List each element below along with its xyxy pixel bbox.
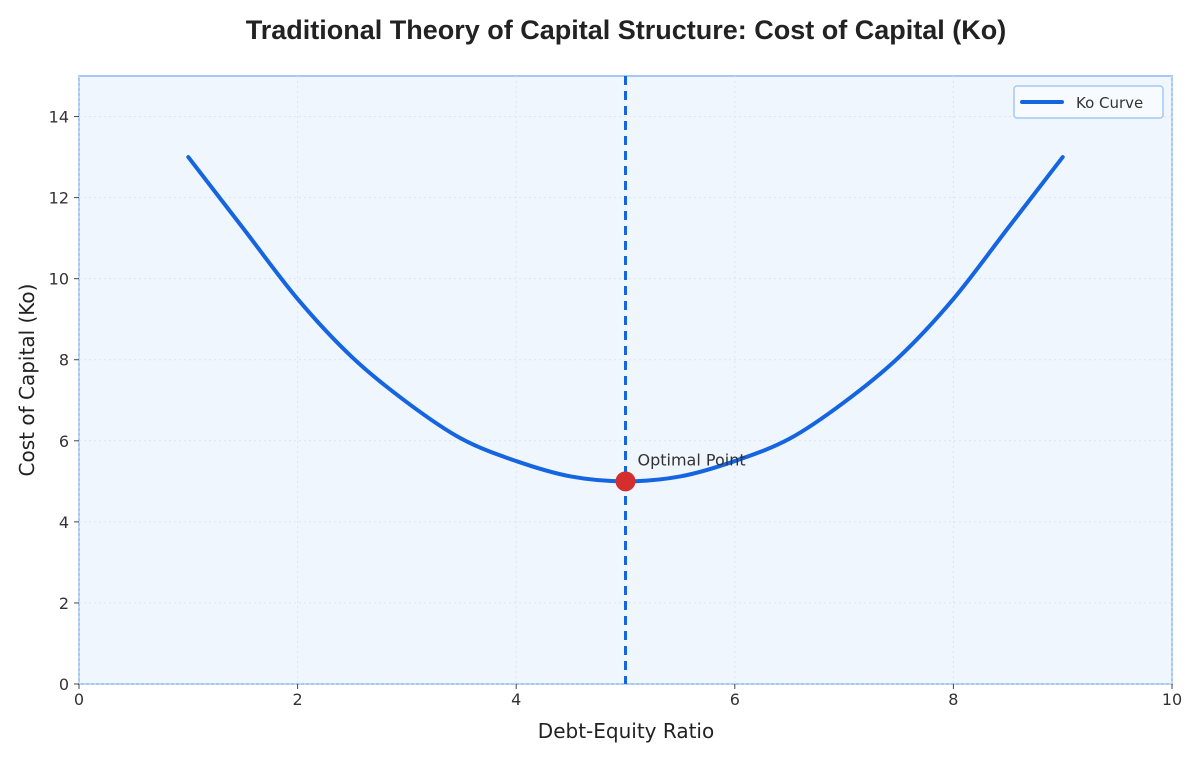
y-tick-label: 4 [59, 513, 69, 532]
y-tick-label: 12 [49, 189, 69, 208]
chart-title: Traditional Theory of Capital Structure:… [246, 15, 1007, 45]
y-tick-label: 10 [49, 270, 69, 289]
y-axis-ticks: 0 2 4 6 8 10 12 14 [49, 108, 79, 694]
point-layer: Optimal Point [615, 450, 746, 492]
x-axis-label: Debt-Equity Ratio [538, 719, 714, 743]
y-tick-label: 0 [59, 675, 69, 694]
x-tick-label: 0 [74, 690, 84, 709]
legend: Ko Curve [1013, 85, 1164, 119]
y-tick-label: 14 [49, 108, 69, 127]
x-tick-label: 2 [293, 690, 303, 709]
y-axis-label: Cost of Capital (Ko) [15, 284, 39, 477]
x-tick-label: 4 [511, 690, 521, 709]
x-tick-label: 10 [1162, 690, 1182, 709]
optimal-point-label: Optimal Point [638, 450, 746, 469]
y-tick-label: 6 [59, 432, 69, 451]
x-axis-ticks: 0 2 4 6 8 10 [74, 684, 1182, 709]
legend-label-ko-curve: Ko Curve [1076, 94, 1143, 112]
x-tick-label: 8 [948, 690, 958, 709]
legend-box [1013, 85, 1164, 119]
y-tick-label: 2 [59, 594, 69, 613]
x-tick-label: 6 [730, 690, 740, 709]
y-tick-label: 8 [59, 351, 69, 370]
optimal-point-marker [615, 471, 636, 492]
